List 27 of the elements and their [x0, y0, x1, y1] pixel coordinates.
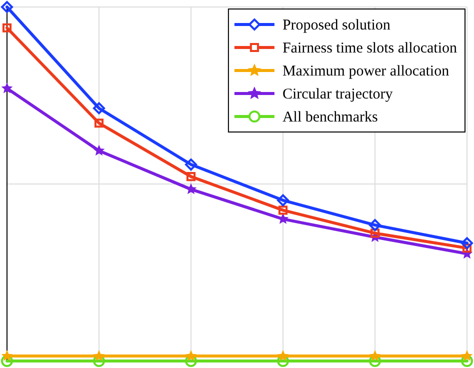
point	[277, 350, 289, 361]
point	[278, 206, 288, 215]
point	[1, 355, 13, 367]
legend-label: Fairness time slots allocation	[282, 40, 458, 56]
point	[1, 82, 13, 94]
point	[461, 237, 473, 250]
point	[1, 1, 13, 13]
point	[461, 350, 473, 361]
point	[93, 102, 105, 114]
legend-label: Circular trajectory	[282, 86, 394, 102]
legend-label: All benchmarks	[282, 109, 378, 126]
point	[277, 194, 289, 206]
point	[462, 244, 472, 253]
legend-label: Proposed solution	[282, 17, 391, 34]
point	[1, 350, 13, 361]
point	[369, 219, 381, 232]
point	[370, 228, 380, 238]
point	[186, 172, 196, 182]
point	[185, 350, 197, 361]
legend-label: Maximum power allocation	[282, 63, 450, 80]
point	[2, 23, 12, 32]
point	[369, 350, 381, 361]
point	[461, 355, 473, 367]
point	[94, 118, 104, 128]
point	[93, 350, 105, 361]
point	[185, 158, 197, 171]
point	[93, 144, 105, 156]
